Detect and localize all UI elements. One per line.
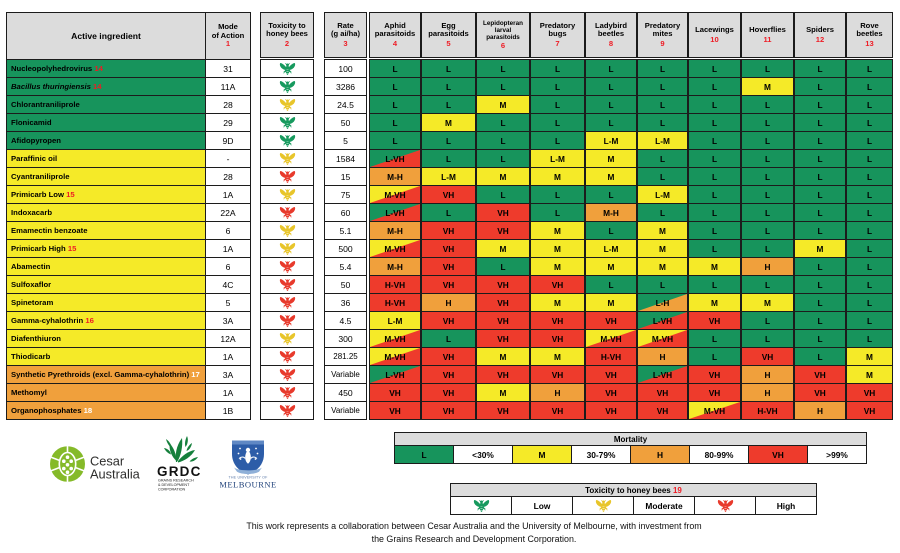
svg-text:CORPORATION: CORPORATION: [158, 488, 186, 492]
svg-text:Cesar: Cesar: [90, 454, 125, 469]
svg-text:GRDC: GRDC: [157, 464, 202, 479]
svg-text:THE UNIVERSITY OF: THE UNIVERSITY OF: [228, 476, 268, 480]
svg-text:MELBOURNE: MELBOURNE: [220, 480, 276, 490]
svg-text:& DEVELOPMENT: & DEVELOPMENT: [158, 483, 190, 487]
svg-text:GRAINS RESEARCH: GRAINS RESEARCH: [158, 479, 194, 483]
svg-text:Australia: Australia: [90, 467, 141, 482]
